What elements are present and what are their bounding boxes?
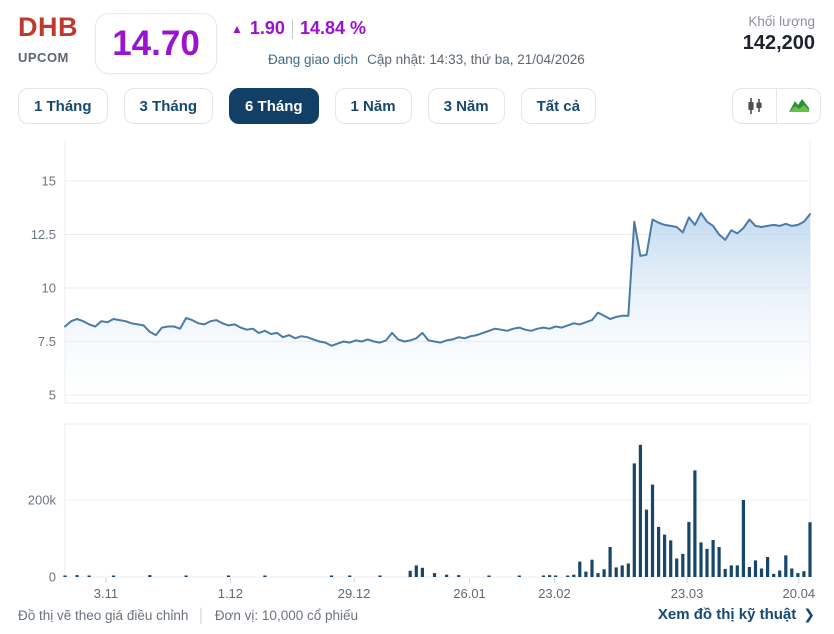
change-percent: 14.84 % xyxy=(299,18,366,38)
change-divider xyxy=(291,18,293,39)
svg-text:10: 10 xyxy=(42,281,56,296)
range-tab-bar: 1 Tháng 3 Tháng 6 Tháng 1 Năm 3 Năm Tất cả xyxy=(18,88,596,124)
chart-notes: Đồ thị vẽ theo giá điều chỉnh │ Đơn vị: … xyxy=(18,608,358,623)
candlestick-chart-button[interactable] xyxy=(733,89,776,123)
svg-text:3.11: 3.11 xyxy=(94,586,118,601)
svg-text:20.04: 20.04 xyxy=(783,586,816,601)
chart-type-toggle xyxy=(732,88,821,124)
price-area-series xyxy=(65,213,810,408)
svg-text:0: 0 xyxy=(49,570,56,585)
note-unit: Đơn vị: 10,000 cổ phiếu xyxy=(214,608,359,623)
technical-chart-link[interactable]: Xem đồ thị kỹ thuật ❯ xyxy=(658,606,815,623)
svg-text:15: 15 xyxy=(42,174,56,189)
range-tab-5[interactable]: 3 Năm xyxy=(427,88,505,124)
note-divider: │ xyxy=(197,608,206,623)
price-volume-chart: 5 7.5 10 12.5 15 0 200k 3.11 1.12 29.12 26.01 23.02… xyxy=(28,140,815,601)
candlestick-icon xyxy=(747,98,762,114)
mountain-area-icon xyxy=(788,99,809,112)
volume-bars xyxy=(63,444,812,577)
range-tab-3[interactable]: 6 Tháng xyxy=(229,88,319,124)
technical-chart-link-label: Xem đồ thị kỹ thuật xyxy=(657,606,797,623)
ticker-symbol: DHB xyxy=(18,12,78,42)
svg-text:5: 5 xyxy=(49,388,56,403)
range-tab-2[interactable]: 3 Tháng xyxy=(123,88,214,124)
svg-text:26.01: 26.01 xyxy=(453,586,486,601)
svg-text:7.5: 7.5 xyxy=(38,334,56,349)
change-value: 1.90 xyxy=(249,18,285,38)
volume-label: Khối lượng xyxy=(748,14,815,29)
range-tab-4[interactable]: 1 Năm xyxy=(334,88,412,124)
area-chart-button[interactable] xyxy=(776,89,820,123)
up-arrow-icon: ▲ xyxy=(231,21,243,36)
svg-text:23.02: 23.02 xyxy=(538,586,571,601)
range-tab-1[interactable]: 1 Tháng xyxy=(18,88,108,124)
exchange-label: UPCOM xyxy=(18,50,69,65)
current-price-box: 14.70 xyxy=(95,13,217,74)
svg-text:200k: 200k xyxy=(28,493,57,508)
price-change: ▲ 1.90 14.84 % xyxy=(231,18,366,39)
volume-summary: Khối lượng 142,200 xyxy=(743,14,815,55)
volume-panel: 0 200k xyxy=(28,423,811,585)
session-info: Đang giao dịch Cập nhật: 14:33, thứ ba, … xyxy=(268,52,585,67)
current-price: 14.70 xyxy=(112,23,200,63)
svg-text:12.5: 12.5 xyxy=(31,227,56,242)
x-axis-labels: 3.11 1.12 29.12 26.01 23.02 23.03 20.04 xyxy=(94,578,815,601)
session-status: Đang giao dịch xyxy=(268,52,359,67)
chevron-right-icon: ❯ xyxy=(803,606,815,622)
last-updated: Cập nhật: 14:33, thứ ba, 21/04/2026 xyxy=(367,52,585,67)
note-adjusted-price: Đồ thị vẽ theo giá điều chỉnh xyxy=(18,608,189,623)
svg-text:29.12: 29.12 xyxy=(338,586,371,601)
range-tab-6[interactable]: Tất cả xyxy=(520,88,596,124)
svg-text:23.03: 23.03 xyxy=(671,586,704,601)
price-line-series xyxy=(64,212,811,347)
svg-text:1.12: 1.12 xyxy=(218,586,243,601)
volume-value: 142,200 xyxy=(742,32,815,54)
